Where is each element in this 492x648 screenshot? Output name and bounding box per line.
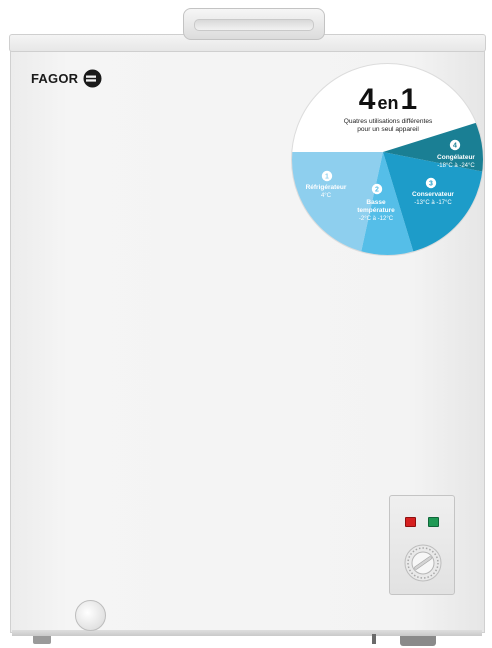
segment-3-temp: -13°C à -17°C	[414, 200, 452, 206]
badge-outline	[291, 63, 484, 256]
segment-1-number: 1	[325, 174, 329, 181]
segment-3-name: Conservateur	[412, 191, 454, 198]
segment-1-number-circle	[321, 170, 333, 182]
segment-2-name: Basse	[366, 199, 386, 206]
segment-4-temp: -18°C à -24°C	[437, 163, 475, 169]
segment-2-number: 2	[375, 187, 379, 194]
segment-1-temp: 4°C	[321, 193, 332, 199]
brand-name: FAGOR	[31, 71, 79, 86]
lid-handle	[183, 8, 325, 40]
segment-2-name-line2: température	[357, 207, 395, 214]
segment-2-wedge	[360, 152, 415, 256]
thermostat-dial-icon[interactable]	[404, 544, 442, 582]
brand-logo: FAGOR	[31, 69, 102, 88]
badge-subtitle-line2: pour un seul appareil	[357, 126, 419, 133]
freezer-base	[12, 630, 482, 636]
right-wheel	[400, 636, 436, 646]
segment-4-name: Congélateur	[437, 154, 475, 161]
fagor-logo-icon	[83, 69, 102, 88]
segment-2-number-circle	[371, 183, 383, 195]
drain-plug	[75, 600, 106, 631]
badge-headline: 4 en1	[359, 83, 417, 116]
control-panel	[389, 495, 455, 595]
power-indicator-light	[405, 517, 416, 527]
temperature-indicator-light	[428, 517, 439, 527]
segment-4-number: 4	[453, 143, 457, 150]
badge-subtitle-line1: Quatres utilisations différentes	[344, 118, 433, 125]
segment-3-number: 3	[429, 181, 433, 188]
lid-handle-grip	[194, 19, 314, 31]
segment-4-wedge	[383, 120, 484, 172]
segment-3-number-circle	[425, 177, 437, 189]
four-in-one-badge: 4 en1 Quatres utilisations différentes po…	[291, 63, 484, 256]
wheel-bracket	[372, 634, 376, 644]
segment-1-name: Réfrigérateur	[306, 184, 347, 191]
left-foot	[33, 636, 51, 644]
segment-2-temp: -2°C à -12°C	[359, 216, 394, 222]
segment-4-number-circle	[449, 139, 461, 151]
